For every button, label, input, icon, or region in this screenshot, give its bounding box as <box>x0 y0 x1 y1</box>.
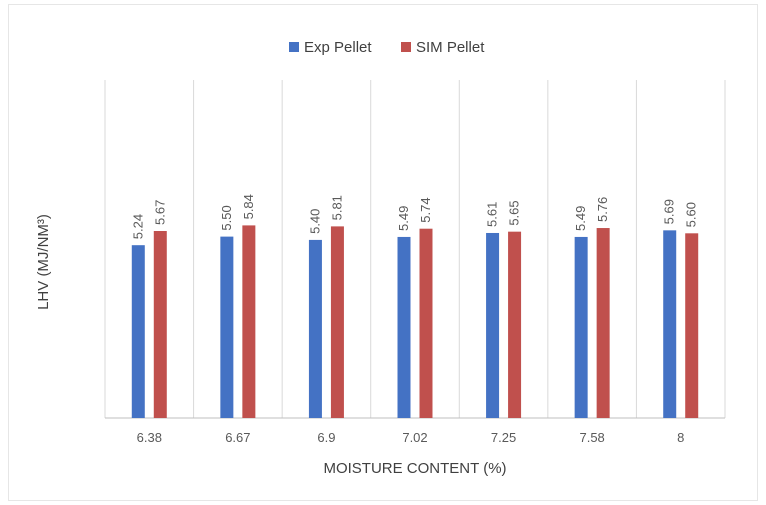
legend-swatch <box>401 42 411 52</box>
bar-exp-pellet <box>397 236 411 418</box>
x-axis-title: MOISTURE CONTENT (%) <box>323 460 506 477</box>
bar-sim-pellet <box>596 228 610 418</box>
data-label: 5.49 <box>396 206 411 231</box>
data-label: 5.40 <box>307 209 322 234</box>
x-tick-label: 7.02 <box>402 430 427 445</box>
chart-frame <box>8 4 758 501</box>
legend-swatch <box>289 42 299 52</box>
data-label: 5.50 <box>219 205 234 230</box>
y-axis-title: LHV (MJ/NM³) <box>35 214 52 310</box>
bar-exp-pellet <box>574 236 588 418</box>
bar-sim-pellet <box>242 225 256 418</box>
x-tick-label: 8 <box>677 430 684 445</box>
data-label: 5.24 <box>130 214 145 239</box>
bar-sim-pellet <box>330 226 344 418</box>
x-tick-labels: 6.38 6.67 6.9 7.02 7.25 7.58 8 <box>137 430 685 445</box>
bars <box>131 225 699 418</box>
data-label: 5.81 <box>329 195 344 220</box>
legend-label: Exp Pellet <box>304 39 372 56</box>
legend-label: SIM Pellet <box>416 39 485 56</box>
x-tick-label: 6.38 <box>137 430 162 445</box>
data-labels: 5.24 5.67 5.50 5.84 5.40 5.81 5.49 5.74 5.61 5.65… <box>130 194 698 239</box>
x-tick-label: 6.9 <box>317 430 335 445</box>
data-label: 5.65 <box>507 200 522 225</box>
data-label: 5.49 <box>573 206 588 231</box>
bar-sim-pellet <box>153 231 167 418</box>
x-tick-label: 7.25 <box>491 430 516 445</box>
grid-lines <box>104 80 726 419</box>
data-label: 5.76 <box>595 197 610 222</box>
data-label: 5.69 <box>662 199 677 224</box>
legend: Exp Pellet SIM Pellet <box>289 39 485 56</box>
x-tick-label: 6.67 <box>225 430 250 445</box>
bar-exp-pellet <box>486 232 500 418</box>
data-label: 5.74 <box>418 197 433 222</box>
x-tick-label: 7.58 <box>579 430 604 445</box>
data-label: 5.67 <box>152 200 167 225</box>
bar-exp-pellet <box>131 245 145 418</box>
data-label: 5.61 <box>485 202 500 227</box>
bar-sim-pellet <box>685 233 699 418</box>
bar-exp-pellet <box>308 239 322 418</box>
data-label: 5.84 <box>241 194 256 219</box>
bar-sim-pellet <box>419 228 433 418</box>
bar-exp-pellet <box>220 236 234 418</box>
bar-exp-pellet <box>663 230 677 418</box>
data-label: 5.60 <box>684 202 699 227</box>
bar-sim-pellet <box>508 231 522 418</box>
